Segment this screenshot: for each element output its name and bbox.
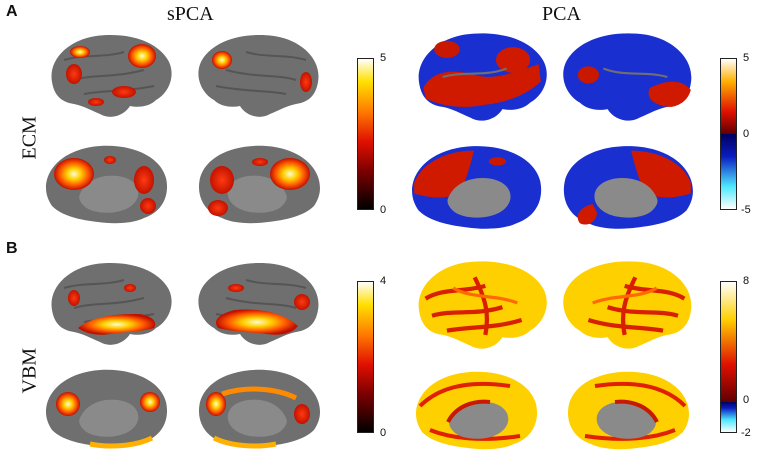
- brain-b-spca-lateral-right: [198, 263, 319, 345]
- panel-letter-b: B: [6, 240, 18, 257]
- colorbar-b-spca-max: 4: [380, 275, 387, 287]
- brain-b-spca-lateral-left: [51, 263, 172, 345]
- brain-b-pca-medial-left: [416, 371, 538, 450]
- column-heading-pca: PCA: [542, 3, 581, 25]
- brain-a-spca-medial-right: [198, 145, 320, 224]
- colorbar-b-pca: [720, 281, 737, 433]
- column-heading-spca: sPCA: [167, 3, 214, 25]
- brain-a-spca-lateral-right: [198, 35, 319, 117]
- brain-b-pca-lateral-right: [563, 261, 692, 349]
- panel-letter-a: A: [6, 3, 18, 20]
- brain-a-pca-lateral-left: [418, 33, 547, 121]
- brain-a-pca-lateral-right: [563, 33, 692, 121]
- colorbar-a-spca-min: 0: [380, 204, 387, 216]
- colorbar-a-spca-max: 5: [380, 52, 387, 64]
- colorbar-b-pca-max: 8: [743, 275, 750, 287]
- brain-b-spca-medial-left: [46, 369, 168, 449]
- colorbar-a-pca: [720, 58, 737, 210]
- colorbar-b-pca-min: -2: [741, 427, 751, 439]
- row-label-vbm: VBM: [18, 347, 41, 394]
- colorbar-a-spca: [357, 58, 374, 210]
- colorbar-a-pca-zero: 0: [743, 128, 750, 140]
- brain-a-pca-medial-left: [412, 146, 542, 229]
- brain-a-pca-medial-right: [563, 146, 693, 229]
- colorbar-a-pca-max: 5: [743, 52, 750, 64]
- brain-b-pca-medial-right: [567, 371, 689, 450]
- brain-b-spca-medial-right: [198, 369, 320, 449]
- colorbar-a-pca-min: -5: [741, 204, 751, 216]
- brain-a-spca-medial-left: [46, 145, 168, 224]
- colorbar-b-pca-zero: 0: [743, 394, 750, 406]
- row-label-ecm: ECM: [18, 116, 41, 160]
- brain-b-pca-lateral-left: [418, 261, 547, 349]
- colorbar-b-spca: [357, 281, 374, 433]
- brain-a-spca-lateral-left: [51, 35, 172, 117]
- colorbar-b-spca-min: 0: [380, 427, 387, 439]
